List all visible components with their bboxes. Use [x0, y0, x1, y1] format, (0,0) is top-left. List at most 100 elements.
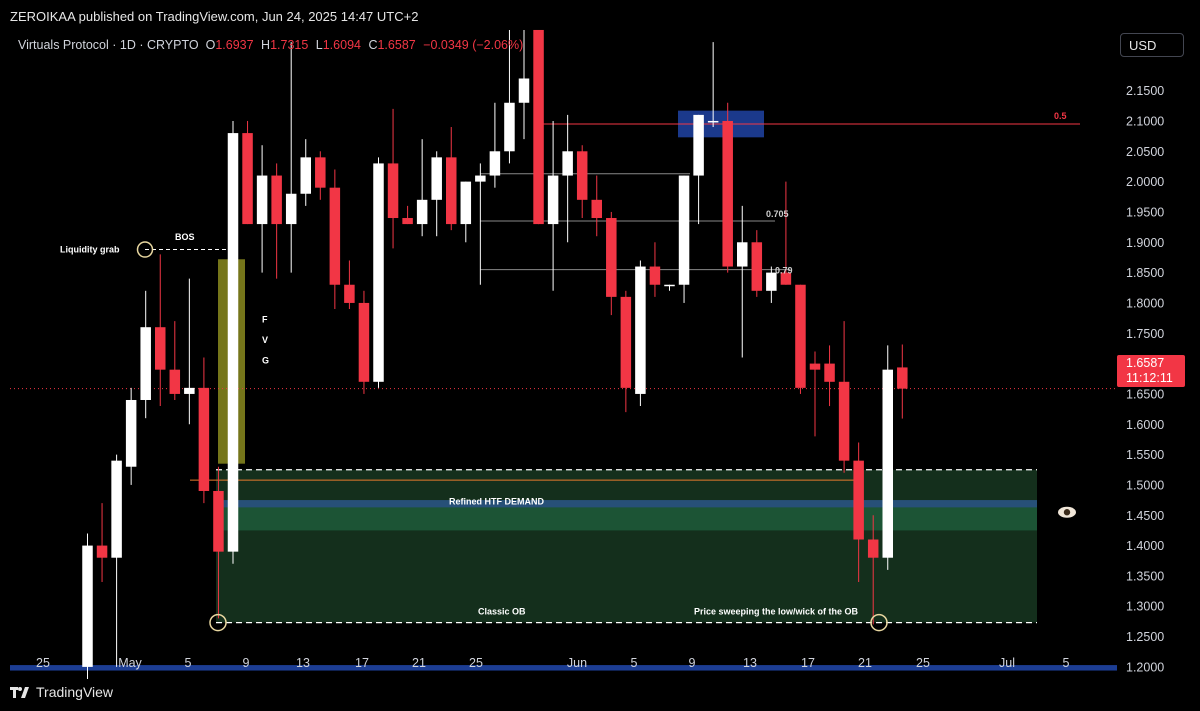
- candle: [329, 169, 341, 310]
- y-tick-label: 1.8500: [1126, 266, 1164, 280]
- high-label: H: [261, 38, 271, 52]
- bos-label: BOS: [175, 232, 195, 242]
- candle: [227, 120, 239, 564]
- candle-body: [853, 460, 864, 540]
- candle-body: [155, 327, 166, 370]
- x-tick-label: May: [118, 656, 142, 670]
- candle: [300, 139, 311, 206]
- candle-body: [606, 218, 617, 297]
- y-tick-label: 1.8000: [1126, 296, 1164, 310]
- chart-frame[interactable]: Liquidity grab BOS F V G Refined HTF DEMAND Cl…: [0, 28, 1200, 711]
- candle: [504, 29, 515, 164]
- x-tick-label: 5: [631, 656, 638, 670]
- candle: [533, 29, 544, 225]
- candle: [678, 175, 690, 303]
- candle: [649, 242, 661, 297]
- candle: [897, 344, 908, 419]
- candle: [387, 108, 399, 249]
- candle-body: [446, 157, 457, 225]
- y-tick-label: 1.6500: [1126, 387, 1164, 401]
- y-tick-label: 1.3000: [1126, 600, 1164, 614]
- candle: [722, 102, 733, 273]
- candle: [809, 351, 821, 437]
- candle-body: [271, 175, 282, 225]
- current-price-tag: 1.6587 11:12:11: [1117, 355, 1185, 387]
- candle: [96, 503, 108, 582]
- candle-body: [416, 199, 428, 225]
- candle: [853, 442, 864, 582]
- open-label: O: [205, 38, 216, 52]
- candle: [271, 163, 282, 279]
- candle-body: [693, 114, 704, 176]
- x-tick-label: 25: [36, 656, 50, 670]
- candle-body: [751, 242, 763, 291]
- candle: [213, 466, 224, 619]
- ob-low-circle: [209, 613, 227, 632]
- y-tick-label: 1.2000: [1126, 660, 1164, 674]
- candle: [373, 157, 384, 388]
- candle-body: [591, 199, 602, 219]
- candle-body: [125, 399, 137, 467]
- candle: [547, 120, 559, 291]
- demand-top-band: [216, 500, 1037, 508]
- candle: [344, 260, 355, 310]
- candle: [867, 515, 879, 625]
- candle: [780, 181, 792, 285]
- brand-name: TradingView: [36, 684, 114, 700]
- candle-body: [576, 151, 588, 200]
- tradingview-brand[interactable]: TradingView: [10, 684, 113, 700]
- x-tick-label: 13: [296, 656, 310, 670]
- visibility-eye-icon[interactable]: [1058, 506, 1076, 518]
- candle-body: [475, 175, 486, 182]
- candle: [693, 114, 704, 225]
- candle: [285, 42, 297, 273]
- low-value: 1.6094: [322, 38, 361, 52]
- candle: [256, 145, 268, 273]
- candle-body: [795, 284, 806, 388]
- candlestick-chart[interactable]: Liquidity grab BOS F VG Refined HTF DEMAND Cl…: [0, 28, 1200, 711]
- candle-body: [315, 157, 326, 188]
- x-tick-label: 13: [743, 656, 757, 670]
- candle-body: [635, 266, 646, 394]
- x-tick-label: 5: [185, 656, 192, 670]
- bottom-blue-band: [10, 665, 1117, 671]
- candle-body: [198, 387, 210, 491]
- candle-body: [431, 157, 442, 200]
- candle: [140, 290, 151, 419]
- publisher-header: ZEROIKAA published on TradingView.com, J…: [10, 9, 419, 24]
- x-tick-label: Jul: [999, 656, 1015, 670]
- ohlc-legend: Virtuals Protocol · 1D · CRYPTO O1.6937 …: [18, 38, 527, 52]
- candle: [416, 139, 428, 237]
- candle: [358, 290, 370, 394]
- candle: [635, 260, 646, 407]
- candle: [795, 284, 806, 394]
- close-label: C: [368, 38, 378, 52]
- x-tick-label: Jun: [567, 656, 587, 670]
- currency-button[interactable]: USD: [1120, 33, 1184, 57]
- candle-body: [737, 242, 748, 267]
- candle: [707, 42, 719, 128]
- low-label: L: [315, 38, 323, 52]
- symbol-label[interactable]: Virtuals Protocol · 1D · CRYPTO: [18, 38, 199, 52]
- candle-body: [184, 387, 195, 394]
- candle-body: [140, 327, 151, 400]
- high-value: 1.7315: [270, 38, 309, 52]
- y-tick-label: 2.0000: [1126, 175, 1164, 189]
- candle-body: [256, 175, 268, 225]
- liquidity-grab-circle: [136, 241, 154, 258]
- candle: [402, 205, 413, 225]
- candle: [562, 114, 573, 243]
- candle: [198, 357, 210, 504]
- y-tick-label: 1.5500: [1126, 448, 1164, 462]
- candle-body: [809, 363, 821, 370]
- candle-body: [766, 272, 777, 291]
- candle-body: [504, 102, 515, 152]
- y-tick-label: 1.4500: [1126, 509, 1164, 523]
- x-tick-label: 17: [801, 656, 815, 670]
- tradingview-logo-icon: [10, 685, 30, 699]
- y-tick-label: 2.1500: [1126, 84, 1164, 98]
- candle: [766, 266, 777, 303]
- candle: [82, 533, 93, 680]
- candle: [576, 145, 588, 219]
- candle-body: [780, 272, 792, 285]
